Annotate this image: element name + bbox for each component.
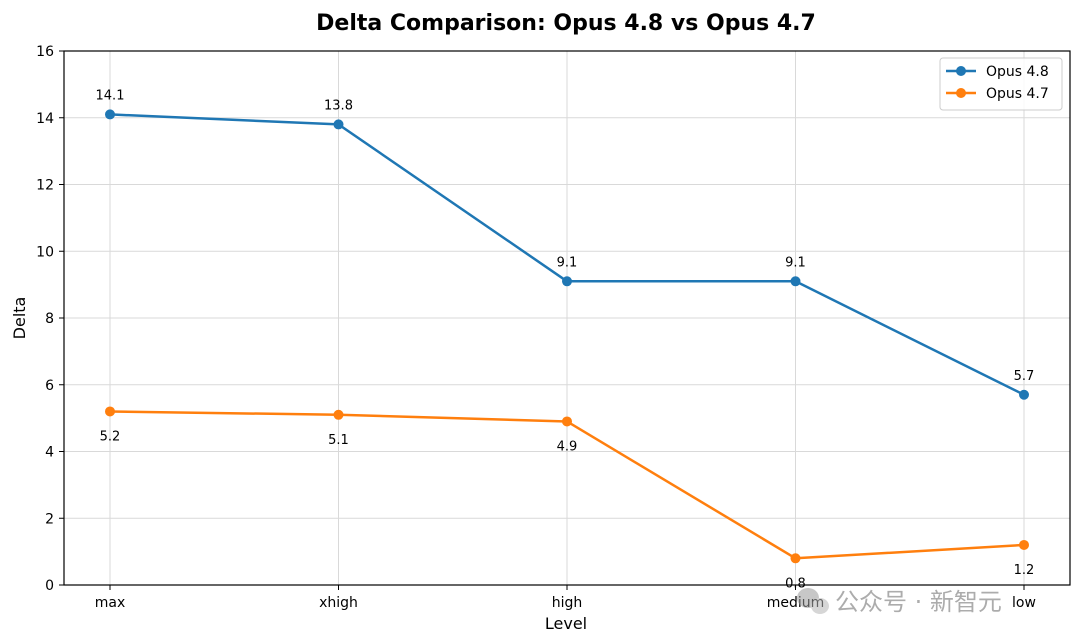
watermark: 公众号 · 新智元 xyxy=(797,588,1002,616)
y-tick-label: 16 xyxy=(36,44,54,60)
data-point xyxy=(790,553,801,564)
y-tick-label: 4 xyxy=(45,445,54,461)
data-label: 9.1 xyxy=(557,255,578,270)
data-label: 5.2 xyxy=(100,429,121,444)
y-tick-label: 8 xyxy=(45,311,54,327)
grid-lines xyxy=(64,50,1070,586)
data-point xyxy=(105,109,115,120)
legend-marker xyxy=(956,88,966,98)
legend-label: Opus 4.7 xyxy=(986,86,1049,102)
watermark-text: 公众号 · 新智元 xyxy=(835,588,1002,616)
y-tick-label: 0 xyxy=(45,578,54,594)
y-tick-label: 2 xyxy=(45,511,54,527)
chart-title: Delta Comparison: Opus 4.8 vs Opus 4.7 xyxy=(316,11,816,36)
x-tick-label: high xyxy=(552,595,583,611)
legend: Opus 4.8 Opus 4.7 xyxy=(939,57,1063,111)
y-axis-label: Delta xyxy=(10,297,29,340)
y-tick-label: 6 xyxy=(45,378,54,394)
legend-item: Opus 4.8 xyxy=(946,64,1049,80)
wechat-icon xyxy=(797,588,829,614)
x-tick-label: xhigh xyxy=(319,595,358,611)
y-tick-label: 12 xyxy=(36,178,54,194)
data-label: 5.7 xyxy=(1014,369,1035,384)
y-axis: 0 2 4 6 8 10 12 14 16 xyxy=(36,44,64,594)
legend-label: Opus 4.8 xyxy=(986,64,1049,80)
data-label: 1.2 xyxy=(1014,563,1035,578)
data-point xyxy=(1019,539,1029,550)
data-label: 4.9 xyxy=(557,439,578,454)
data-label: 13.8 xyxy=(324,98,353,113)
y-tick-label: 14 xyxy=(36,111,54,127)
series-layer: 14.1 13.8 9.1 9.1 5.7 5.2 5.1 4.9 0.8 1.2 xyxy=(96,88,1035,591)
x-tick-label: max xyxy=(95,595,126,611)
data-point xyxy=(562,416,572,427)
y-tick-label: 10 xyxy=(36,244,54,260)
data-point xyxy=(790,276,801,287)
series-1: 5.2 5.1 4.9 0.8 1.2 xyxy=(100,406,1035,591)
data-label: 9.1 xyxy=(785,255,806,270)
data-point xyxy=(333,409,344,420)
data-label: 14.1 xyxy=(96,88,125,103)
data-point xyxy=(333,119,344,130)
legend-marker xyxy=(956,66,966,76)
data-point xyxy=(562,276,572,287)
data-point xyxy=(105,406,115,417)
legend-item: Opus 4.7 xyxy=(946,86,1049,102)
data-label: 0.8 xyxy=(785,576,806,591)
x-tick-label: low xyxy=(1012,595,1036,611)
series-0: 14.1 13.8 9.1 9.1 5.7 xyxy=(96,88,1035,400)
data-point xyxy=(1019,389,1029,400)
data-label: 5.1 xyxy=(328,433,349,448)
x-axis-label: Level xyxy=(545,614,587,633)
